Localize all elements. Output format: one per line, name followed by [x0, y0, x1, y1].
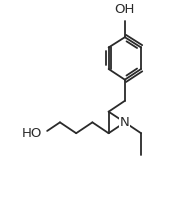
Text: N: N — [120, 116, 130, 129]
Text: HO: HO — [22, 127, 42, 140]
Text: OH: OH — [115, 3, 135, 16]
